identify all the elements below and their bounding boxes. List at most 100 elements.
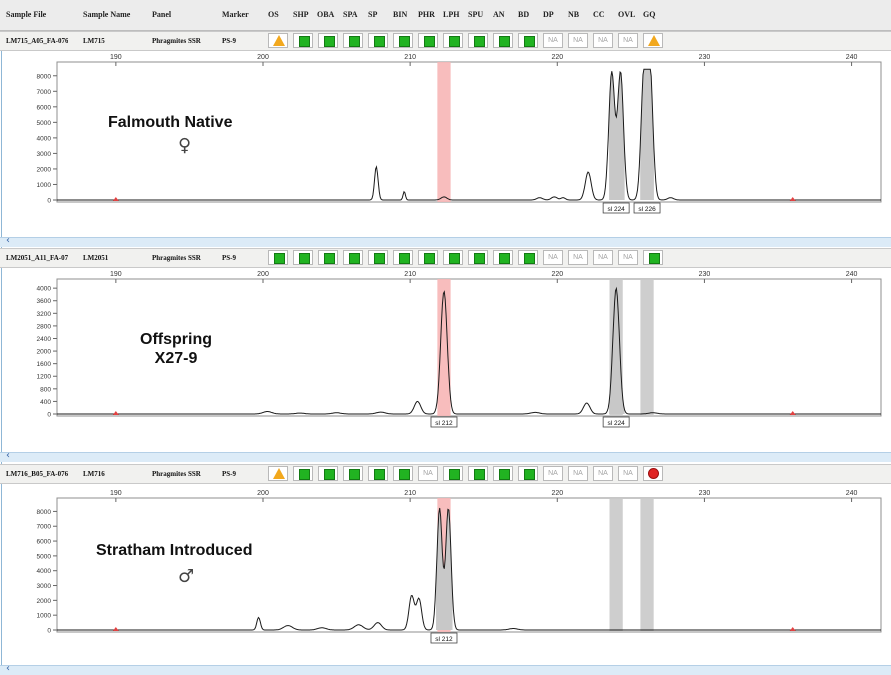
pass-flag-icon[interactable]	[493, 466, 513, 481]
size-standard-marker	[112, 411, 119, 415]
na-flag[interactable]: NA	[568, 33, 588, 48]
green-square-icon	[499, 253, 510, 264]
pass-flag-icon[interactable]	[493, 250, 513, 265]
pass-flag-icon[interactable]	[518, 250, 538, 265]
column-header-bd[interactable]: BD	[518, 10, 530, 19]
allele-call-box	[430, 632, 458, 644]
green-square-icon	[474, 469, 485, 480]
column-header-nb[interactable]: NB	[568, 10, 580, 19]
x-tick-label: 210	[404, 490, 416, 497]
na-flag[interactable]: NA	[543, 466, 563, 481]
green-square-icon	[424, 253, 435, 264]
pass-flag-icon[interactable]	[468, 250, 488, 265]
horizontal-scrollbar[interactable]: ‹	[0, 663, 891, 675]
pass-flag-icon[interactable]	[443, 33, 463, 48]
pass-flag-icon[interactable]	[318, 466, 338, 481]
pass-flag-icon[interactable]	[368, 250, 388, 265]
column-header-marker[interactable]: Marker	[222, 10, 249, 19]
pass-flag-icon[interactable]	[643, 250, 663, 265]
na-flag[interactable]: NA	[618, 466, 638, 481]
x-tick-label: 230	[699, 271, 711, 278]
size-standard-marker	[789, 627, 796, 631]
column-header-cc[interactable]: CC	[593, 10, 605, 19]
column-header-shp[interactable]: SHP	[293, 10, 309, 19]
left-frame-line	[1, 48, 2, 674]
column-header-spu[interactable]: SPU	[468, 10, 484, 19]
na-flag[interactable]: NA	[618, 250, 638, 265]
pass-flag-icon[interactable]	[393, 466, 413, 481]
pass-flag-icon[interactable]	[293, 33, 313, 48]
na-flag[interactable]: NA	[543, 250, 563, 265]
na-flag[interactable]: NA	[568, 466, 588, 481]
pass-flag-icon[interactable]	[468, 466, 488, 481]
scroll-left-icon[interactable]: ‹	[6, 450, 10, 461]
sample-info-row[interactable]: LM2051_A11_FA-07 LM2051 Phragmites SSR PS-9…	[0, 248, 891, 268]
pass-flag-icon[interactable]	[443, 250, 463, 265]
allele-call-box	[633, 202, 661, 214]
scroll-left-icon[interactable]: ‹	[6, 663, 10, 674]
column-header-dp[interactable]: DP	[543, 10, 554, 19]
x-tick-label: 210	[404, 271, 416, 278]
pass-flag-icon[interactable]	[518, 33, 538, 48]
pass-flag-icon[interactable]	[468, 33, 488, 48]
sample-name-cell: LM2051	[83, 254, 109, 262]
horizontal-scrollbar[interactable]: ‹	[0, 235, 891, 247]
column-header-oba[interactable]: OBA	[317, 10, 335, 19]
pass-flag-icon[interactable]	[368, 466, 388, 481]
pass-flag-icon[interactable]	[443, 466, 463, 481]
warning-flag-icon[interactable]	[643, 33, 663, 48]
electropherogram-panel: 190 200 210 220 230 2400400800120016002000240…	[37, 271, 882, 428]
pass-flag-icon[interactable]	[268, 250, 288, 265]
green-square-icon	[324, 253, 335, 264]
green-square-icon	[524, 253, 535, 264]
pass-flag-icon[interactable]	[418, 250, 438, 265]
na-flag[interactable]: NA	[593, 33, 613, 48]
scroll-left-icon[interactable]: ‹	[6, 235, 10, 246]
na-flag[interactable]: NA	[418, 466, 438, 481]
x-tick-label: 190	[110, 271, 122, 278]
column-header-panel[interactable]: Panel	[152, 10, 172, 19]
pass-flag-icon[interactable]	[418, 33, 438, 48]
column-header-os[interactable]: OS	[268, 10, 279, 19]
sample-info-row[interactable]: LM715_A05_FA-076 LM715 Phragmites SSR PS-9 N…	[0, 31, 891, 51]
y-tick-label: 800	[40, 386, 51, 393]
column-header-ovl[interactable]: OVL	[618, 10, 636, 19]
pass-flag-icon[interactable]	[318, 250, 338, 265]
pass-flag-icon[interactable]	[318, 33, 338, 48]
column-header-sp[interactable]: SP	[368, 10, 378, 19]
column-header-phr[interactable]: PHR	[418, 10, 435, 19]
column-header-spa[interactable]: SPA	[343, 10, 358, 19]
y-tick-label: 1000	[37, 613, 52, 620]
pass-flag-icon[interactable]	[343, 250, 363, 265]
column-header-bin[interactable]: BIN	[393, 10, 408, 19]
pass-flag-icon[interactable]	[493, 33, 513, 48]
na-label: NA	[548, 254, 558, 261]
na-flag[interactable]: NA	[593, 250, 613, 265]
pass-flag-icon[interactable]	[518, 466, 538, 481]
column-header-an[interactable]: AN	[493, 10, 505, 19]
warning-flag-icon[interactable]	[268, 33, 288, 48]
sample-info-row[interactable]: LM716_B05_FA-076 LM716 Phragmites SSR PS-9 N…	[0, 464, 891, 484]
called-peak-area	[640, 69, 654, 200]
pass-flag-icon[interactable]	[343, 466, 363, 481]
pass-flag-icon[interactable]	[293, 466, 313, 481]
column-header-sample-file[interactable]: Sample File	[6, 10, 47, 19]
column-header-gq[interactable]: GQ	[643, 10, 656, 19]
column-header-lph[interactable]: LPH	[443, 10, 460, 19]
error-flag-icon[interactable]	[643, 466, 663, 481]
pass-flag-icon[interactable]	[393, 33, 413, 48]
horizontal-scrollbar[interactable]: ‹	[0, 450, 891, 462]
called-peak-area	[609, 71, 625, 200]
na-label: NA	[573, 254, 583, 261]
na-flag[interactable]: NA	[618, 33, 638, 48]
pass-flag-icon[interactable]	[293, 250, 313, 265]
column-header-sample-name[interactable]: Sample Name	[83, 10, 131, 19]
na-flag[interactable]: NA	[543, 33, 563, 48]
pass-flag-icon[interactable]	[368, 33, 388, 48]
na-flag[interactable]: NA	[568, 250, 588, 265]
pass-flag-icon[interactable]	[343, 33, 363, 48]
pass-flag-icon[interactable]	[393, 250, 413, 265]
na-flag[interactable]: NA	[593, 466, 613, 481]
warning-flag-icon[interactable]	[268, 466, 288, 481]
y-tick-label: 400	[40, 399, 51, 406]
